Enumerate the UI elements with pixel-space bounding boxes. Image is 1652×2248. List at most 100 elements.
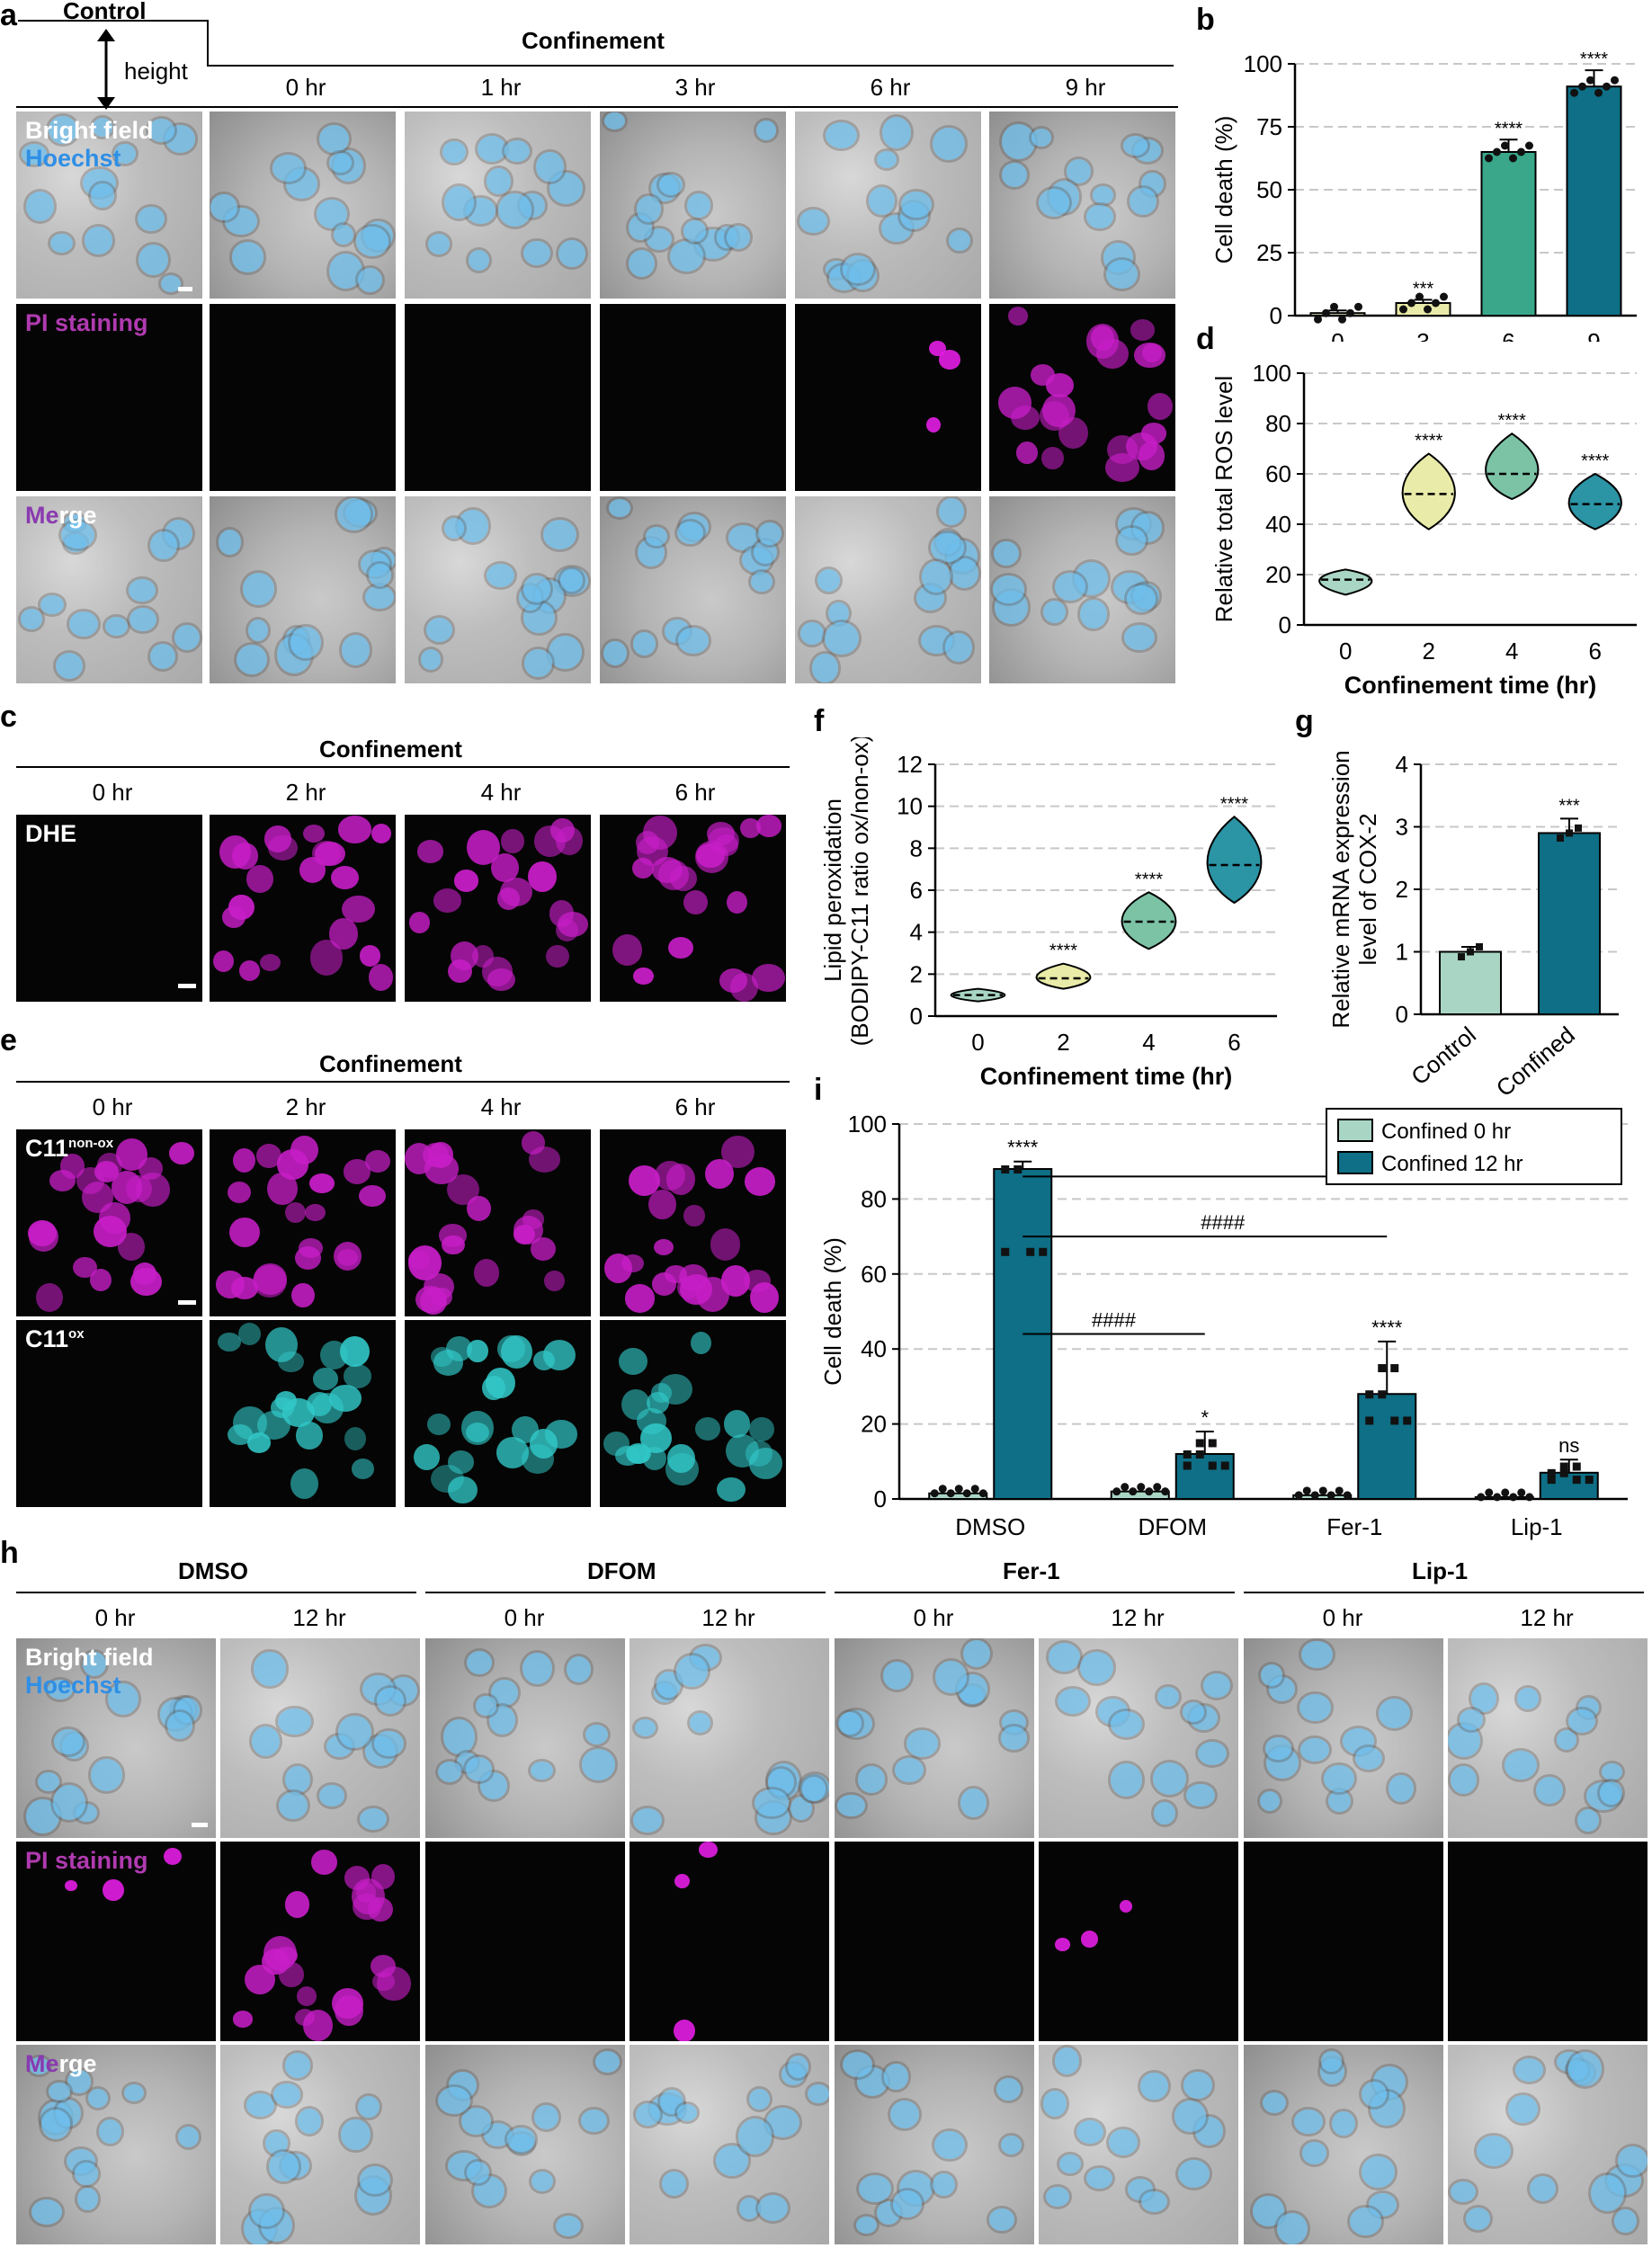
data-point — [1586, 76, 1594, 85]
cell — [533, 2105, 558, 2129]
cell — [1001, 162, 1028, 187]
cell — [726, 890, 748, 914]
data-point — [1161, 1487, 1170, 1496]
c-image-3 — [600, 815, 786, 1002]
data-point — [1137, 1483, 1146, 1492]
cell — [1568, 1709, 1596, 1734]
cell — [210, 193, 237, 220]
cell — [254, 1652, 286, 1686]
y-tick-label: 0 — [1279, 611, 1291, 638]
cell — [1043, 601, 1067, 624]
data-point — [1493, 1493, 1502, 1502]
cell — [218, 530, 242, 555]
cell — [433, 888, 462, 913]
x-tick-label: 6 — [1228, 1029, 1240, 1056]
cell — [420, 649, 441, 670]
cell — [487, 968, 515, 992]
cell — [360, 1807, 388, 1831]
cell — [706, 821, 735, 845]
h-image-merge-1 — [220, 2045, 420, 2244]
cell — [1450, 2181, 1476, 2202]
data-point — [1330, 302, 1338, 311]
cell — [166, 1712, 192, 1739]
cell — [82, 1651, 107, 1677]
cell — [278, 1708, 311, 1735]
data-point — [930, 1489, 939, 1498]
y-tick-label: 4 — [1396, 751, 1408, 778]
cell — [368, 563, 392, 586]
data-point — [1485, 154, 1493, 163]
cell — [749, 2088, 771, 2110]
cell — [438, 2086, 470, 2115]
cell — [246, 2092, 275, 2117]
cell — [825, 622, 860, 655]
cell — [585, 1724, 608, 1744]
a-image-r2-c2 — [405, 496, 591, 683]
row-label-c11-nonox: C11non-ox — [25, 1135, 114, 1162]
cell — [290, 1282, 315, 1308]
data-point — [1153, 1483, 1162, 1492]
h-rule-fer1 — [835, 1592, 1235, 1593]
cell — [1016, 442, 1039, 464]
cell — [939, 350, 960, 370]
cell — [1142, 343, 1163, 363]
cell — [341, 635, 370, 665]
cell — [555, 2216, 582, 2237]
cell — [621, 1254, 645, 1273]
cell — [715, 2145, 748, 2176]
cell — [1130, 188, 1156, 216]
h-image-pi-0: PI staining — [16, 1842, 216, 2041]
cell — [87, 2088, 109, 2108]
cell — [328, 253, 363, 290]
data-point — [1183, 1461, 1192, 1470]
cell — [523, 649, 552, 677]
cell — [21, 609, 42, 629]
chart-f: 0 2 4 6 8 10 12 0 2 **** 4 **** 6 **** Confinement tim… — [819, 737, 1277, 1090]
cell — [988, 2208, 1015, 2231]
cell — [921, 561, 951, 593]
data-point — [1509, 1493, 1518, 1502]
cell — [310, 1850, 337, 1875]
cell — [892, 2190, 922, 2217]
cell — [1177, 2160, 1210, 2189]
cell — [521, 1443, 554, 1474]
cell — [559, 569, 583, 592]
cell — [1174, 2101, 1207, 2132]
legend-swatch — [1337, 1119, 1373, 1142]
significance-label: * — [1201, 1406, 1209, 1429]
cell — [895, 1758, 924, 1783]
legend-label: Confined 0 hr — [1381, 1120, 1511, 1144]
c-time-2: 2 hr — [285, 779, 326, 806]
bar — [928, 1492, 988, 1500]
cell — [318, 125, 350, 154]
cell — [739, 2197, 760, 2219]
cell — [1265, 1736, 1291, 1760]
cell — [427, 234, 450, 254]
cell — [637, 196, 661, 222]
cell — [1591, 2175, 1624, 2212]
cell — [994, 540, 1019, 566]
cell — [720, 1135, 755, 1169]
cell — [1557, 1729, 1577, 1751]
panel-label-h: h — [0, 1536, 19, 1570]
y-axis-label: Relative mRNA expressionlevel of COX-2 — [1327, 750, 1381, 1028]
cell — [1140, 2072, 1168, 2100]
data-point — [1220, 1461, 1229, 1470]
cell — [677, 522, 704, 545]
cell — [1202, 1673, 1230, 1698]
cell — [359, 945, 381, 968]
cell — [285, 1202, 306, 1224]
cell — [1466, 2207, 1491, 2230]
cell — [501, 829, 524, 853]
h-image-pi-7 — [1448, 1842, 1648, 2041]
cell — [530, 1236, 557, 1262]
cell — [1042, 2091, 1067, 2117]
cell — [1105, 259, 1138, 290]
cell — [364, 584, 394, 609]
cell — [40, 2110, 70, 2139]
cell — [1516, 1688, 1540, 1710]
cell — [328, 918, 359, 950]
cell — [149, 643, 175, 670]
cell — [1613, 2208, 1637, 2234]
y-tick-label: 40 — [861, 1335, 887, 1362]
